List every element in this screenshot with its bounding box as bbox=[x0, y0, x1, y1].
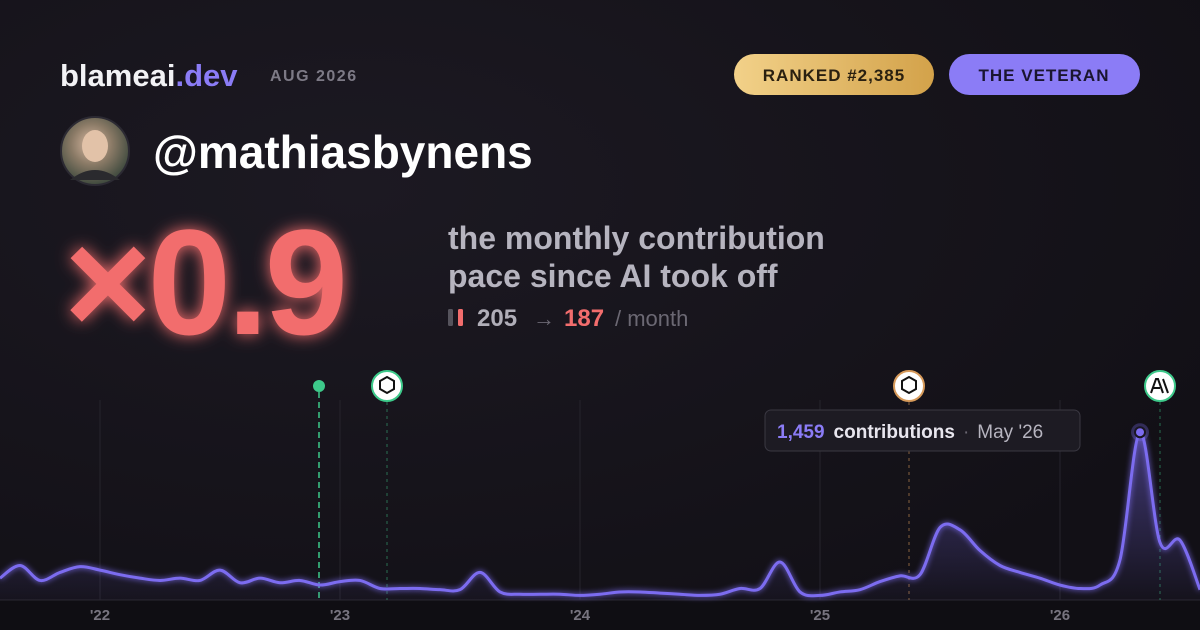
x-tick-label: '26 bbox=[1050, 607, 1070, 624]
pace-after: 187 bbox=[564, 305, 604, 332]
x-tick-label: '23 bbox=[330, 607, 350, 624]
multiplier: ×0.9 bbox=[64, 198, 344, 366]
brand-tld: .dev bbox=[175, 58, 238, 93]
description-line: pace since AI took off bbox=[448, 258, 778, 294]
line bbox=[0, 430, 1200, 598]
avatar-face bbox=[82, 130, 108, 162]
x-tick-label: '25 bbox=[810, 607, 830, 624]
pace-before: 205 bbox=[477, 305, 517, 332]
title-badge bbox=[949, 54, 1140, 95]
rank-badge bbox=[734, 54, 934, 95]
pace-arrow: → bbox=[533, 306, 555, 331]
area bbox=[0, 432, 1200, 600]
tooltip-unit: contributions bbox=[834, 422, 955, 443]
event-glyph bbox=[901, 375, 917, 395]
brand-name: blameai bbox=[60, 58, 175, 93]
event-glyph bbox=[379, 375, 395, 395]
tooltip-separator: · bbox=[963, 422, 969, 443]
x-tick-label: '22 bbox=[90, 607, 110, 624]
tooltip bbox=[764, 409, 1081, 452]
pace-icon bbox=[448, 309, 453, 326]
axis-strip bbox=[0, 600, 1200, 630]
pace-unit: / month bbox=[615, 306, 688, 331]
event-icon bbox=[371, 370, 403, 402]
x-tick-label: '24 bbox=[570, 607, 591, 624]
highlight-point bbox=[1134, 426, 1146, 439]
title-badge-text: THE VETERAN bbox=[979, 66, 1110, 85]
description-line: the monthly contribution bbox=[448, 220, 825, 256]
pace-icon bbox=[458, 309, 463, 326]
date: AUG 2026 bbox=[270, 68, 358, 85]
event-dot bbox=[313, 380, 325, 392]
handle: @mathiasbynens bbox=[153, 126, 533, 178]
event-glyph bbox=[1150, 378, 1169, 394]
tooltip-value: 1,459 bbox=[777, 422, 825, 443]
avatar-body bbox=[70, 170, 120, 180]
brand: blameai.dev bbox=[60, 58, 238, 93]
rank-badge-text: RANKED #2,385 bbox=[763, 66, 905, 85]
tooltip-date: May '26 bbox=[977, 422, 1043, 443]
event-icon bbox=[893, 370, 925, 402]
tooltip-text: 1,459 contributions · May '26 bbox=[777, 422, 1043, 443]
